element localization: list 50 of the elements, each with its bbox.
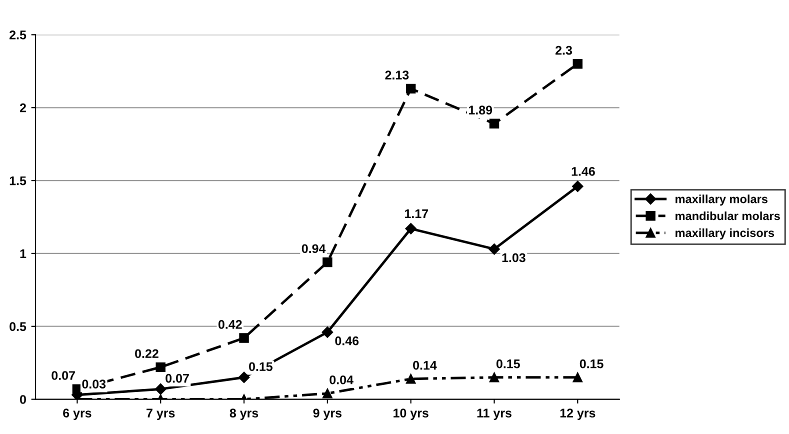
point bbox=[238, 372, 250, 384]
data-label: 0.46 bbox=[335, 336, 359, 346]
data-label: 1.89 bbox=[468, 106, 492, 115]
data-label: 0.03 bbox=[82, 380, 106, 389]
x-tick-label: 6 yrs bbox=[63, 408, 92, 420]
data-label: 0.04 bbox=[330, 375, 354, 384]
data-label: 2.3 bbox=[556, 46, 572, 55]
y-tick-label: 1 bbox=[20, 249, 26, 258]
point bbox=[406, 374, 416, 384]
data-label: 1.46 bbox=[572, 166, 595, 176]
data-label: 0.42 bbox=[218, 320, 242, 329]
data-label: 0.94 bbox=[302, 244, 326, 254]
point bbox=[322, 388, 332, 398]
y-tick-label: 2.5 bbox=[10, 30, 26, 40]
point bbox=[239, 333, 249, 343]
y-tick-label: 0 bbox=[20, 395, 26, 404]
point bbox=[572, 59, 583, 69]
point bbox=[489, 372, 500, 382]
y-tick-label: 1.5 bbox=[10, 176, 26, 186]
data-label: 0.22 bbox=[135, 349, 158, 358]
data-label: 0.14 bbox=[413, 360, 437, 370]
legend-label: maxillary incisors bbox=[676, 228, 774, 240]
data-label: 0.15 bbox=[249, 362, 273, 372]
point bbox=[155, 383, 166, 395]
y-tick-label: 2 bbox=[20, 103, 26, 112]
point bbox=[406, 84, 416, 94]
x-tick-label: 10 yrs bbox=[394, 408, 428, 420]
x-tick-label: 9 yrs bbox=[313, 408, 342, 420]
x-tick-label: 12 yrs bbox=[560, 408, 596, 420]
point bbox=[488, 243, 500, 255]
y-tick-label: 0.5 bbox=[10, 322, 26, 332]
legend-label: mandibular molars bbox=[676, 211, 780, 220]
data-label: 0.15 bbox=[496, 359, 520, 368]
point bbox=[405, 223, 416, 234]
point bbox=[572, 372, 583, 382]
data-label: 1.17 bbox=[405, 209, 428, 218]
point bbox=[322, 257, 332, 268]
data-label: 0.07 bbox=[166, 374, 189, 383]
legend-label: maxillary molars bbox=[676, 194, 768, 206]
data-label: 0.15 bbox=[580, 359, 604, 368]
x-tick-label: 11 yrs bbox=[477, 408, 512, 420]
x-tick-label: 8 yrs bbox=[230, 408, 258, 420]
point bbox=[156, 362, 166, 372]
point bbox=[322, 326, 334, 338]
x-tick-label: 7 yrs bbox=[146, 408, 175, 420]
point bbox=[572, 180, 584, 192]
data-label: 0.07 bbox=[52, 371, 75, 380]
data-label: 2.13 bbox=[385, 70, 409, 80]
point bbox=[489, 118, 500, 129]
data-label: 1.03 bbox=[502, 253, 526, 262]
